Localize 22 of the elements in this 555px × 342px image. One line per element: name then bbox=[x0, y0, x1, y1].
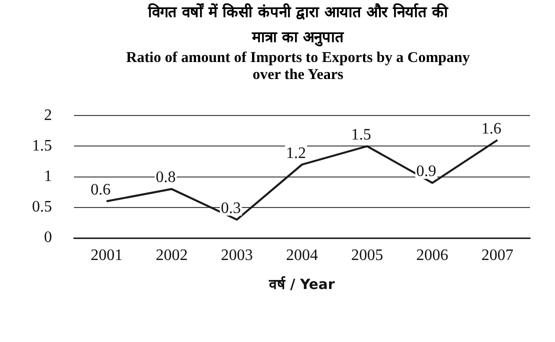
x-tick-label: 2004 bbox=[286, 246, 318, 264]
x-tick-label: 2001 bbox=[90, 246, 123, 264]
x-tick-label: 2003 bbox=[220, 246, 253, 264]
x-axis-title: वर्ष / Year bbox=[268, 276, 335, 294]
data-label: 1.5 bbox=[351, 126, 372, 144]
x-tick-label: 2005 bbox=[351, 246, 384, 264]
data-label: 0.6 bbox=[90, 181, 111, 198]
data-label: 1.2 bbox=[286, 144, 306, 162]
y-tick-label: 1.5 bbox=[32, 137, 52, 154]
chart-title: विगत वर्षों में किसी कंपनी द्वारा आयात और निर्यात की मात्रा का अनुपात bbox=[148, 2, 448, 48]
x-tick-label: 2006 bbox=[416, 246, 448, 264]
y-tick-label: 1 bbox=[44, 168, 52, 186]
y-tick-label: 0 bbox=[44, 229, 52, 246]
x-tick-label: 2007 bbox=[481, 246, 514, 264]
y-tick-label: 2 bbox=[44, 106, 52, 124]
data-label: 0.3 bbox=[220, 200, 241, 217]
chart-subtitle: Ratio of amount of Imports to Exports by a Company over the Years bbox=[125, 50, 471, 84]
data-label: 0.9 bbox=[416, 163, 436, 180]
data-label: 1.6 bbox=[481, 120, 502, 138]
data-label: 0.8 bbox=[156, 169, 176, 186]
y-tick-label: 0.5 bbox=[32, 198, 52, 216]
x-tick-label: 2002 bbox=[156, 246, 188, 264]
